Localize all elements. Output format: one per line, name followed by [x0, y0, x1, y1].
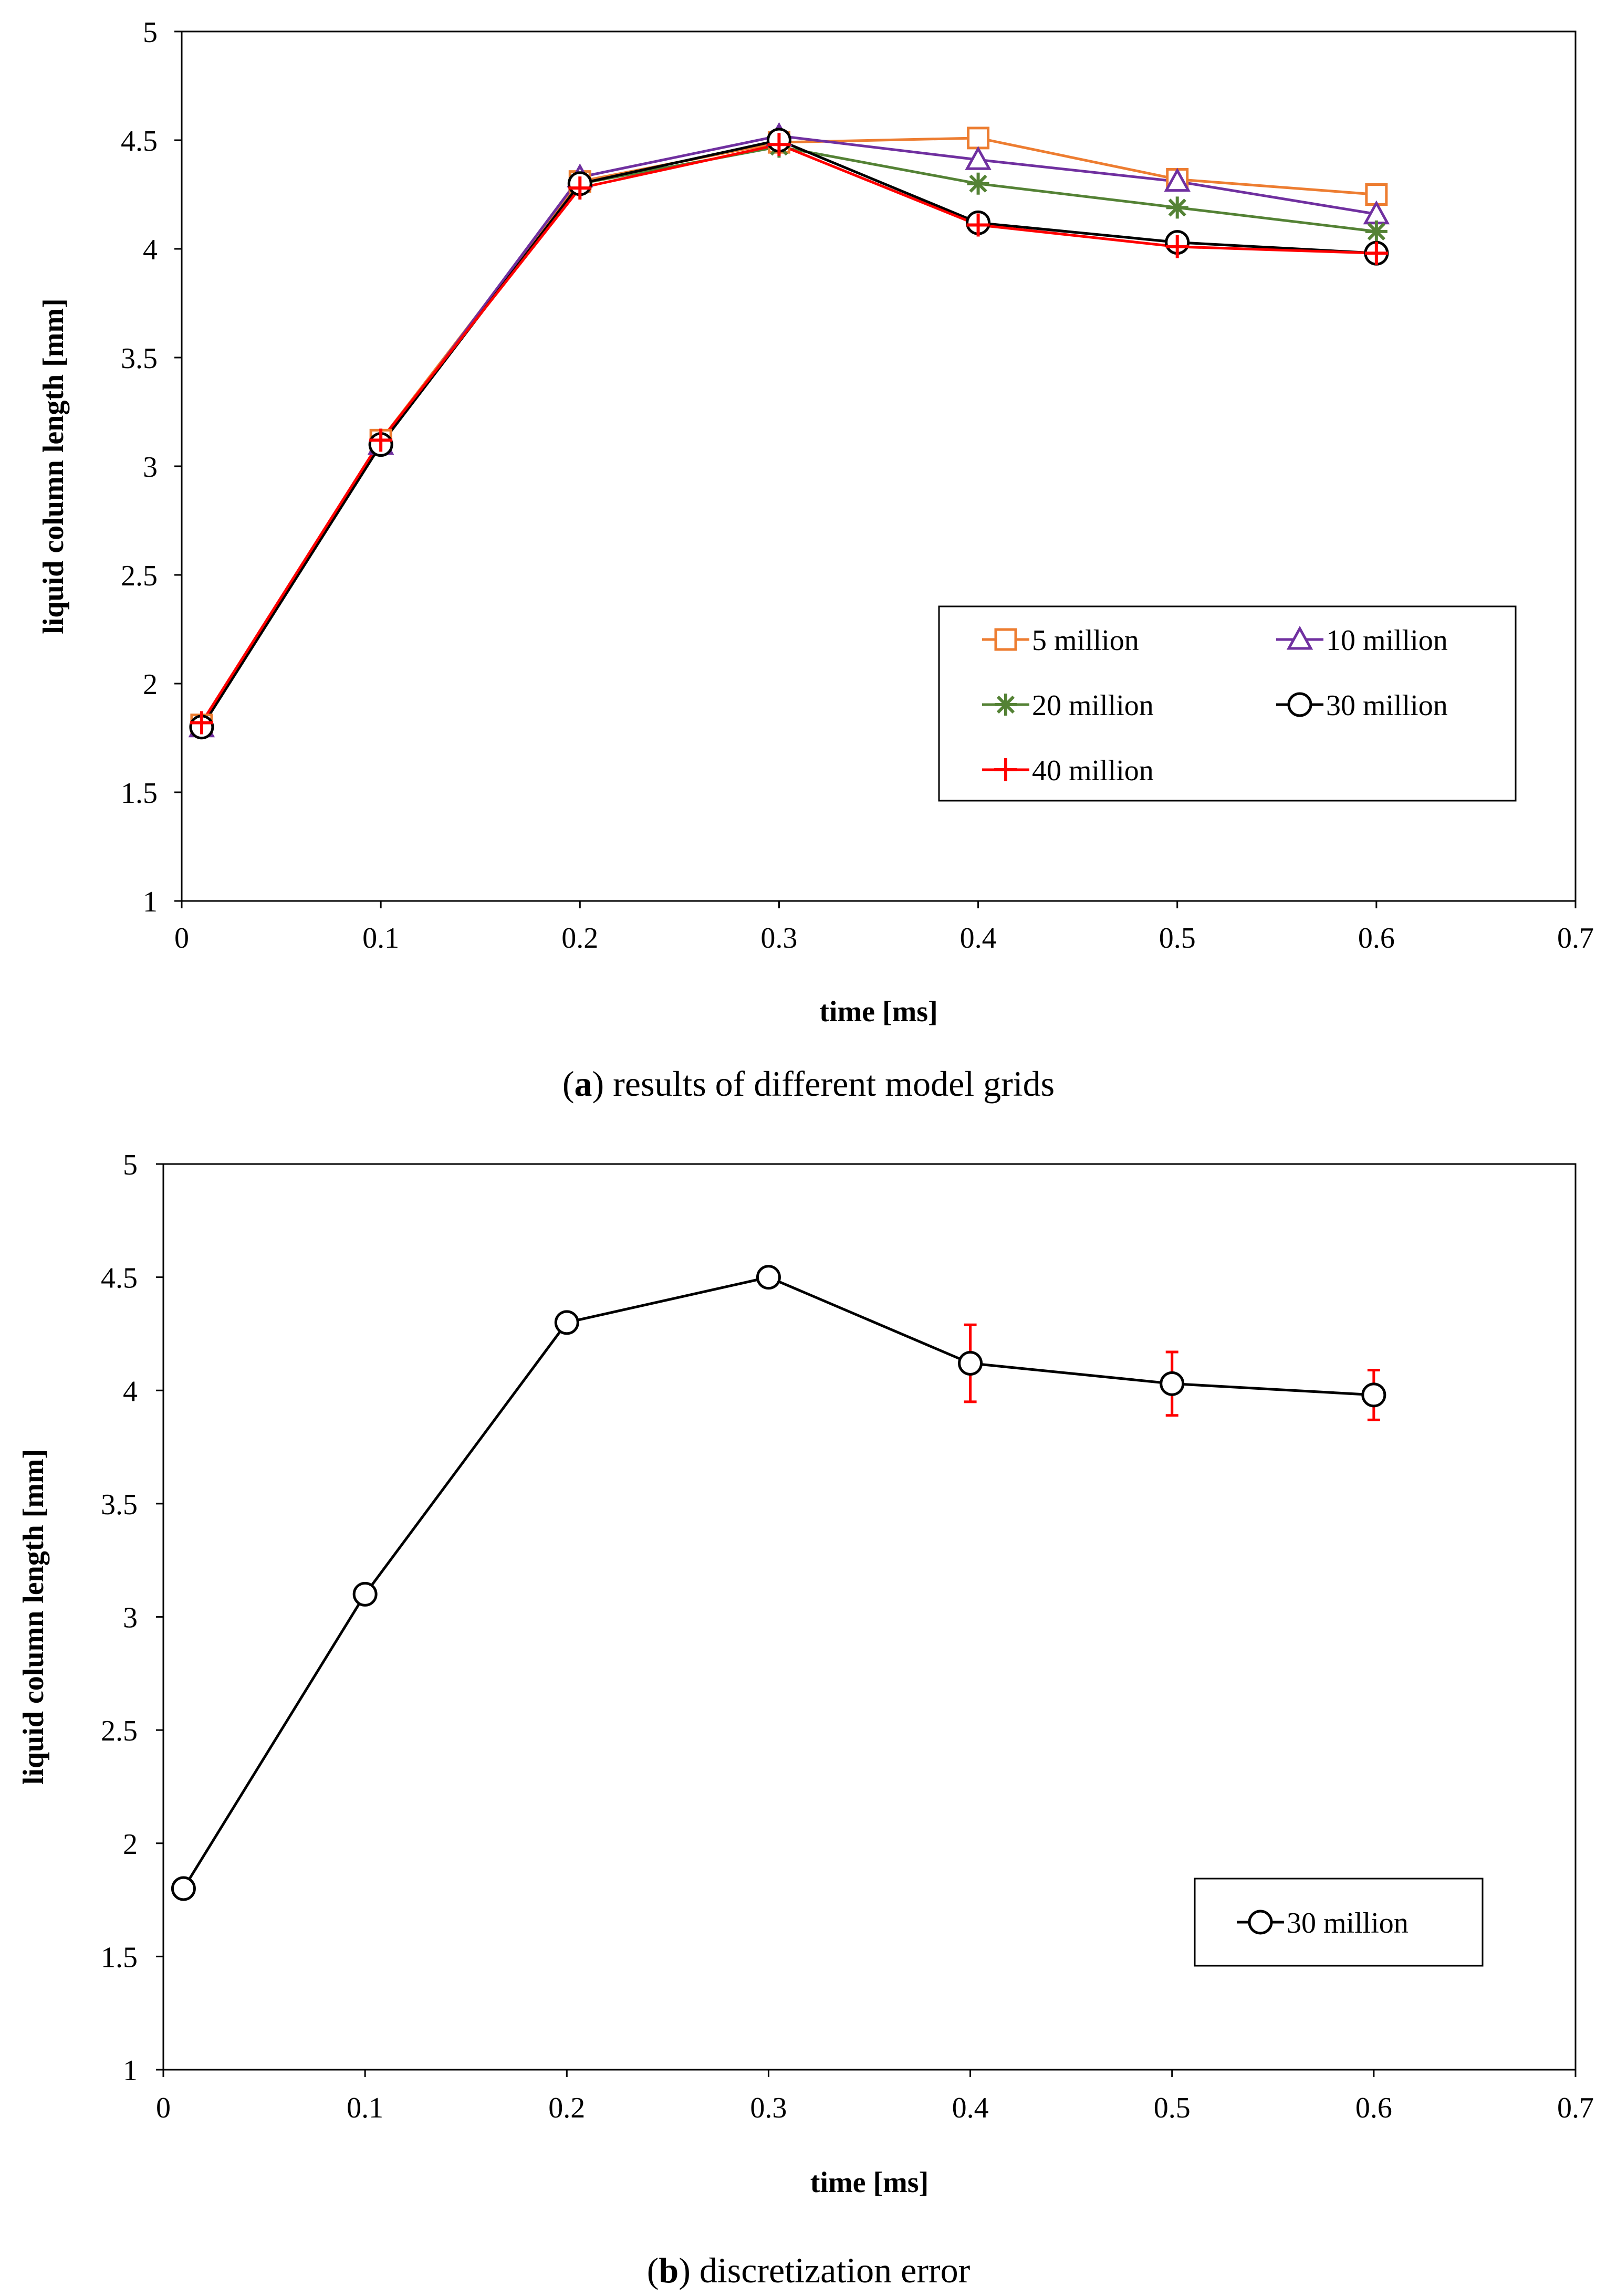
legend-label: 40 million	[1032, 754, 1154, 787]
legend-marker	[1286, 625, 1313, 650]
caption-b: (b) discretization error	[646, 2250, 971, 2290]
x-axis-title: time [ms]	[819, 995, 937, 1028]
caption-b-letter: b	[659, 2250, 679, 2290]
legend-marker	[995, 694, 1017, 716]
chart-1: 0 0.1 0.2 0.3 0.4 0.5 0.6 0.7 1 1.5 2 2.5 3 3.5 4 4.5 5 t…	[37, 16, 1594, 1028]
x-tick-label: 0.4	[960, 922, 997, 955]
legend-label: 10 million	[1326, 624, 1448, 657]
x-tick-label: 0.1	[347, 2092, 383, 2124]
y-tick-label: 3.5	[101, 1488, 138, 1521]
caption-a: (a) results of different model grids	[562, 1064, 1055, 1104]
y-tick-label: 2	[143, 668, 158, 701]
y-axis-title: liquid column length [mm]	[37, 298, 70, 634]
y-tick-label: 4	[143, 234, 158, 266]
x-tick-label: 0.4	[952, 2092, 989, 2124]
data-point	[1364, 242, 1388, 265]
legend-label: 30 million	[1287, 1907, 1409, 1939]
data-point	[171, 1876, 196, 1901]
data-point	[352, 1581, 378, 1607]
legend-label: 20 million	[1032, 689, 1154, 722]
data-point	[967, 127, 990, 150]
x-tick-label: 0.7	[1557, 922, 1594, 955]
x-tick-label: 0	[156, 2092, 171, 2124]
x-tick-label: 0.7	[1557, 2092, 1594, 2124]
caption-b-text: ) discretization error	[679, 2250, 971, 2290]
x-tick-label: 0	[174, 922, 189, 955]
legend-marker	[1287, 692, 1312, 717]
y-tick-label: 4.5	[121, 125, 158, 158]
y-tick-label: 4.5	[101, 1262, 138, 1295]
data-point	[958, 1351, 983, 1376]
x-tick-label: 0.2	[548, 2092, 585, 2124]
y-tick-label: 1	[143, 886, 158, 918]
legend-marker	[994, 628, 1017, 651]
x-axis-title: time [ms]	[810, 2166, 929, 2199]
data-point	[1361, 1382, 1386, 1408]
data-point	[966, 213, 990, 237]
caption-a-text: ) results of different model grids	[592, 1064, 1055, 1104]
x-tick-label: 0.3	[760, 922, 797, 955]
data-point	[1166, 196, 1188, 219]
data-point	[767, 133, 791, 156]
y-tick-label: 3	[143, 451, 158, 484]
x-tick-label: 0.1	[362, 922, 399, 955]
y-tick-label: 4	[123, 1375, 138, 1408]
legend-label: 5 million	[1032, 624, 1139, 657]
legend-marker	[994, 758, 1017, 781]
data-point	[1164, 167, 1191, 192]
y-tick-label: 3.5	[121, 342, 158, 375]
chart-2: 0 0.1 0.2 0.3 0.4 0.5 0.6 0.7 1 1.5 2 2.5 3 3.5 4 4.5 5 t…	[17, 1149, 1594, 2199]
y-tick-label: 2	[123, 1828, 138, 1861]
x-tick-label: 0.5	[1159, 922, 1196, 955]
data-point	[554, 1310, 579, 1335]
caption-a-letter: a	[574, 1064, 592, 1104]
y-tick-label: 2.5	[101, 1715, 138, 1747]
legend-marker	[1248, 1910, 1273, 1935]
y-axis-title: liquid column length [mm]	[17, 1449, 50, 1785]
x-tick-label: 0.5	[1154, 2092, 1191, 2124]
x-tick-label: 0.2	[561, 922, 598, 955]
y-tick-label: 2.5	[121, 560, 158, 592]
data-point	[369, 428, 393, 452]
y-tick-label: 1.5	[121, 777, 158, 810]
data-point	[965, 146, 992, 170]
y-tick-label: 1.5	[101, 1941, 138, 1974]
data-point	[190, 711, 213, 735]
data-point	[756, 1265, 781, 1290]
x-tick-label: 0.6	[1358, 922, 1395, 955]
x-tick-label: 0.3	[750, 2092, 787, 2124]
x-tick-label: 0.6	[1355, 2092, 1392, 2124]
legend-label: 30 million	[1326, 689, 1448, 722]
data-point	[568, 176, 592, 200]
y-tick-label: 5	[143, 16, 158, 49]
data-point	[1365, 220, 1388, 243]
data-point	[1160, 1371, 1185, 1396]
y-tick-label: 3	[123, 1602, 138, 1634]
legend	[938, 605, 1517, 802]
data-point	[1165, 235, 1189, 258]
y-tick-label: 5	[123, 1149, 138, 1181]
y-tick-label: 1	[123, 2054, 138, 2087]
data-point	[967, 172, 989, 195]
